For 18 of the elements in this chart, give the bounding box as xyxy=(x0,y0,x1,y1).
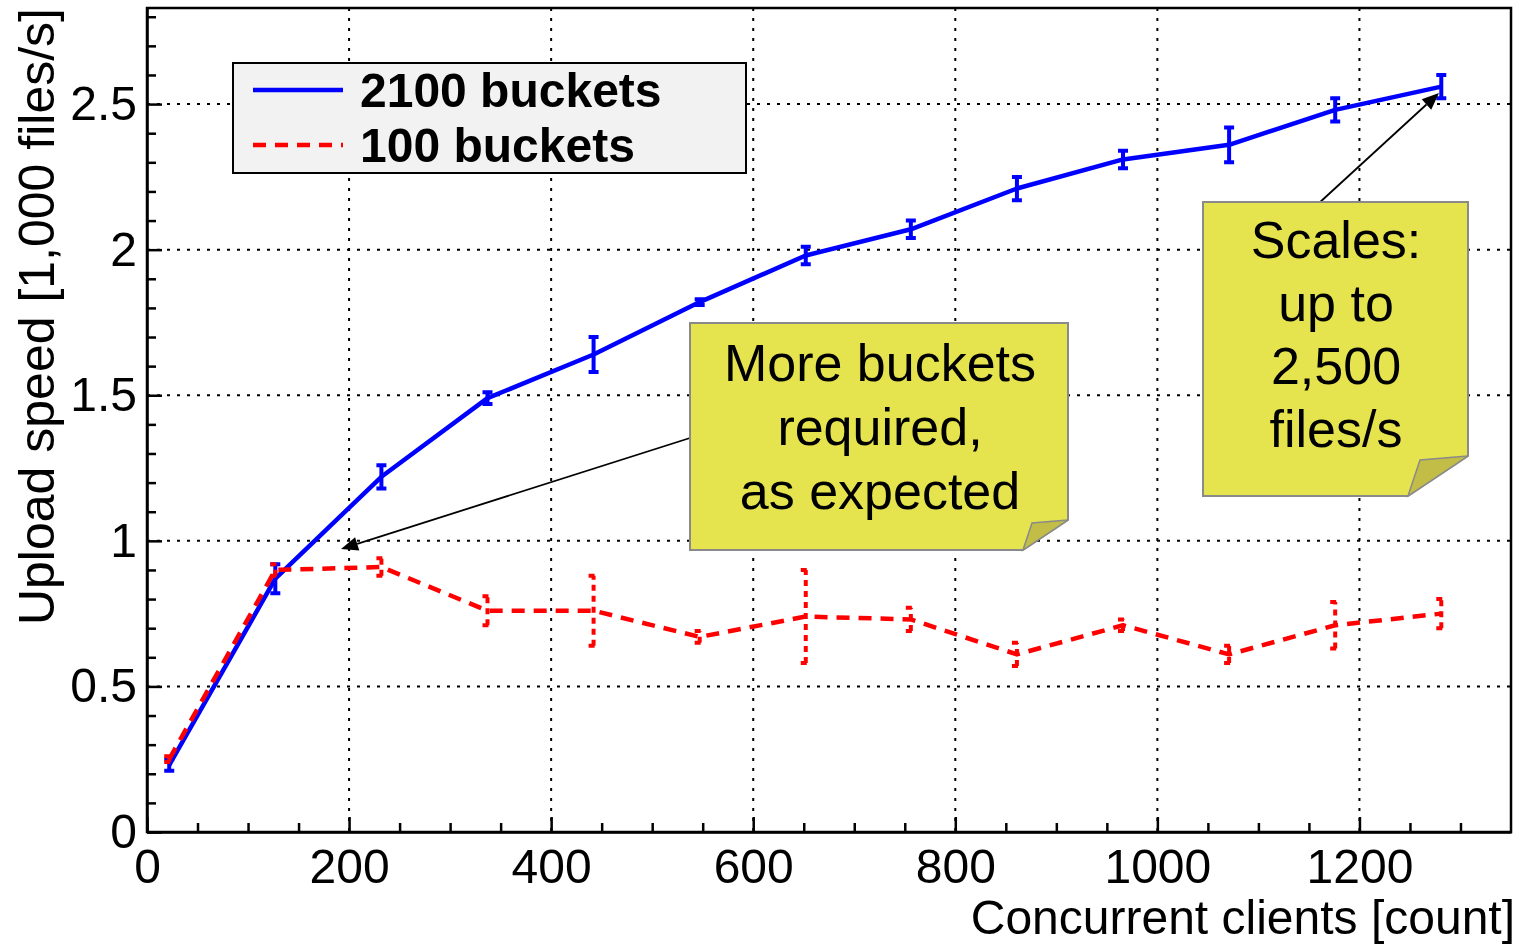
legend-label: 2100 buckets xyxy=(360,63,662,117)
x-tick-label: 400 xyxy=(511,840,592,894)
y-tick-label: 0 xyxy=(110,804,137,858)
y-tick-label: 1 xyxy=(110,513,137,567)
y-tick-label: 1.5 xyxy=(70,368,137,422)
y-tick-label: 0.5 xyxy=(70,659,137,713)
x-tick-label: 600 xyxy=(713,840,794,894)
legend-label: 100 buckets xyxy=(360,118,635,172)
y-tick-label: 2.5 xyxy=(70,76,137,130)
x-tick-label: 1000 xyxy=(1104,840,1212,894)
x-tick-label: 800 xyxy=(915,840,996,894)
x-tick-label: 200 xyxy=(309,840,390,894)
annotation: More buckets required, as expected xyxy=(723,334,1037,520)
y-tick-label: 2 xyxy=(110,222,137,276)
x-axis-title: Concurrent clients [count] xyxy=(970,891,1515,944)
y-axis-title: Upload speed [1,000 files/s] xyxy=(9,8,65,626)
annotation: Scales: up to 2,500 files/s xyxy=(1250,211,1422,458)
x-tick-label: 1200 xyxy=(1306,840,1414,894)
